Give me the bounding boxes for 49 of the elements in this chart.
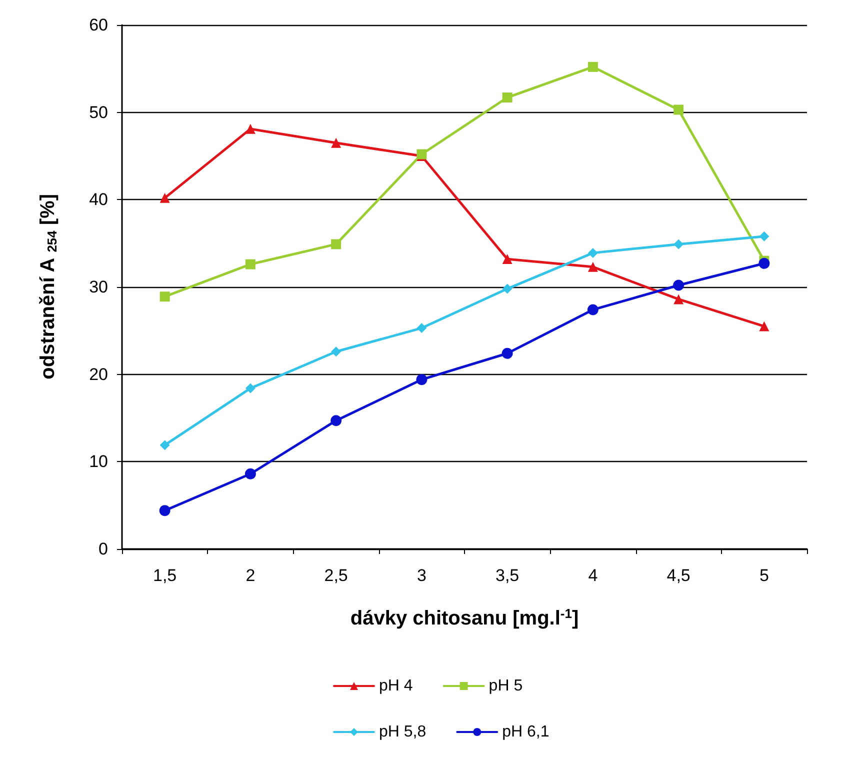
x-tick-label: 2 <box>246 566 256 585</box>
point <box>331 138 342 148</box>
x-tick-label: 1,5 <box>152 566 177 585</box>
point <box>245 124 256 134</box>
x-tick-label: 5 <box>759 566 769 585</box>
legend-label: pH 6,1 <box>502 724 550 740</box>
x-tick-label: 4,5 <box>666 566 690 585</box>
point <box>674 239 684 250</box>
point <box>759 321 770 332</box>
point <box>160 192 170 203</box>
point <box>588 62 598 72</box>
y-tick-label: 50 <box>89 102 108 122</box>
point <box>588 248 598 258</box>
point <box>673 280 684 291</box>
x-tick-label: 2,5 <box>324 566 348 585</box>
x-tick-label: 3 <box>416 566 426 585</box>
y-tick-label: 60 <box>89 16 108 34</box>
point <box>759 231 770 242</box>
point <box>331 239 342 250</box>
point <box>244 468 256 480</box>
y-tick-label: 0 <box>98 540 108 558</box>
point <box>674 104 684 115</box>
point <box>502 284 512 294</box>
y-tick-label: 10 <box>89 452 108 472</box>
point <box>416 374 428 386</box>
x-tick-label: 3,5 <box>495 566 520 585</box>
y-axis-title: odstranění A 254 [%] <box>37 194 60 380</box>
point <box>502 348 513 359</box>
point <box>160 440 170 450</box>
point <box>159 505 170 516</box>
x-tick-label: 4 <box>588 566 598 585</box>
y-tick-label: 40 <box>89 190 108 210</box>
point <box>245 259 256 270</box>
point <box>160 292 170 302</box>
legend-label: pH 4 <box>379 678 413 694</box>
legend-label: pH 5 <box>488 678 523 694</box>
point <box>502 254 512 264</box>
point <box>330 415 342 426</box>
point <box>331 346 342 357</box>
legend-label: pH 5,8 <box>379 724 426 740</box>
y-tick-label: 30 <box>89 278 108 296</box>
point <box>587 304 598 316</box>
y-tick-label: 20 <box>89 364 108 384</box>
point <box>758 258 770 269</box>
point <box>416 323 427 334</box>
point <box>674 294 684 304</box>
point <box>588 262 598 272</box>
point <box>502 92 512 102</box>
point <box>245 383 256 394</box>
